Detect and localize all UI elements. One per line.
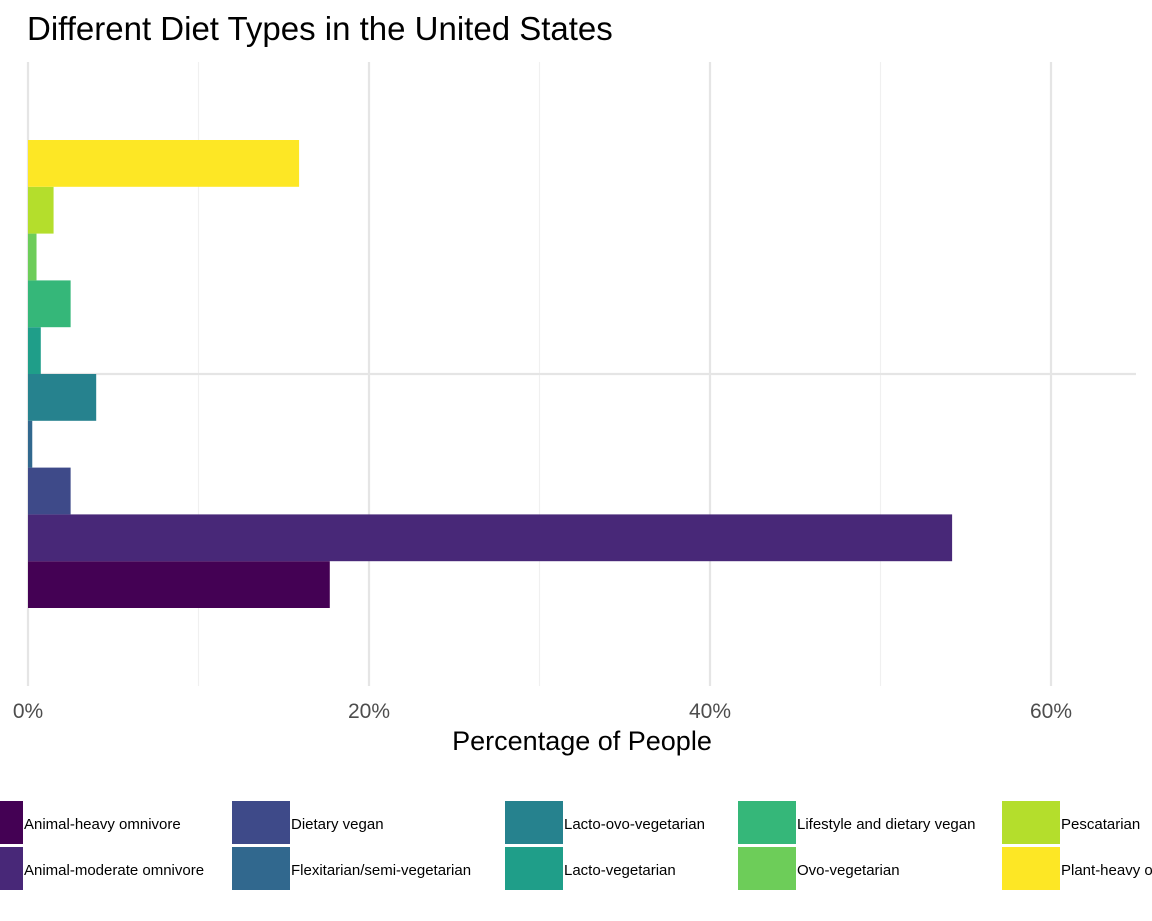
bar [28, 233, 37, 281]
legend-label: Lacto-ovo-vegetarian [564, 816, 705, 833]
legend-swatch [738, 847, 796, 890]
x-tick-label: 40% [689, 700, 731, 723]
chart-title: Different Diet Types in the United State… [27, 10, 613, 47]
x-tick-label: 60% [1030, 700, 1072, 723]
legend-label: Ovo-vegetarian [797, 862, 900, 879]
legend-label: Plant-heavy omnivore [1061, 862, 1152, 879]
legend-label: Flexitarian/semi-vegetarian [291, 862, 471, 879]
legend-swatch [0, 847, 23, 890]
x-axis-label: Percentage of People [452, 726, 712, 756]
bar [28, 327, 41, 374]
legend-label: Animal-moderate omnivore [24, 862, 204, 879]
bar [28, 280, 71, 328]
bar [28, 140, 300, 187]
legend-label: Lifestyle and dietary vegan [797, 816, 975, 833]
legend-swatch [232, 847, 290, 890]
bar [28, 374, 97, 421]
bar [28, 467, 71, 515]
x-tick-label: 0% [13, 700, 43, 723]
x-tick-label: 20% [348, 700, 390, 723]
legend-swatch [505, 847, 563, 890]
legend-label: Dietary vegan [291, 816, 384, 833]
legend-swatch [1002, 801, 1060, 844]
legend-label: Animal-heavy omnivore [24, 816, 181, 833]
bars [28, 140, 953, 608]
legend-swatch [505, 801, 563, 844]
legend-label: Lacto-vegetarian [564, 862, 676, 879]
legend: Animal-heavy omnivore Animal-moderate omn… [0, 801, 1152, 890]
bar [28, 420, 33, 468]
legend-swatch [1002, 847, 1060, 890]
bar [28, 514, 953, 562]
legend-label: Pescatarian [1061, 816, 1140, 833]
bar [28, 561, 330, 608]
legend-swatch [0, 801, 23, 844]
legend-swatch [232, 801, 290, 844]
legend-swatch [738, 801, 796, 844]
x-axis-ticks: 0% 20% 40% 60% [13, 700, 1072, 723]
bar [28, 186, 54, 234]
